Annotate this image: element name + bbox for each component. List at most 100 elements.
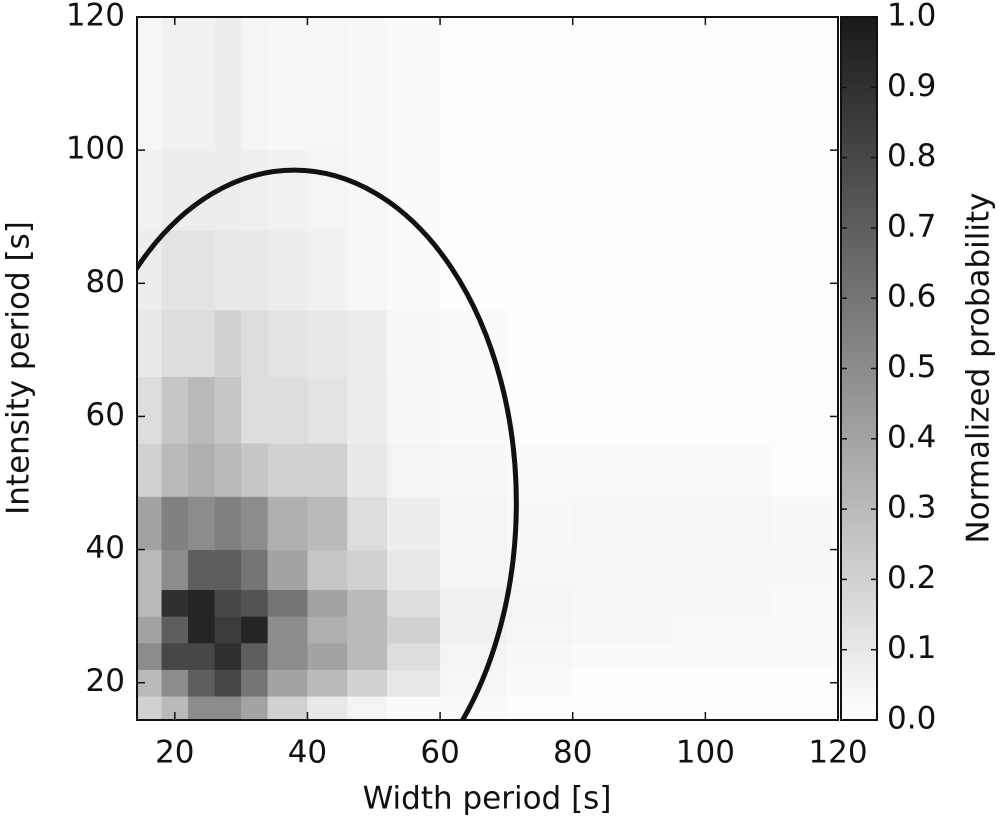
heatmap-cell xyxy=(387,549,441,591)
colorbar-tick-label: 0.4 xyxy=(887,419,936,455)
heatmap-cell xyxy=(572,669,673,697)
colorbar-tick-label: 0.7 xyxy=(887,208,936,244)
heatmap-cell xyxy=(347,230,388,311)
colorbar-tick-label: 0.0 xyxy=(887,701,936,737)
heatmap-cell xyxy=(241,589,269,617)
heatmap-cell xyxy=(440,496,507,551)
heatmap-cell xyxy=(307,443,348,497)
heatmap-cell xyxy=(161,642,189,670)
colorbar-tick-label: 1.0 xyxy=(887,0,936,34)
heatmap-cell xyxy=(572,642,673,670)
heatmap-cell xyxy=(347,17,388,151)
y-tick-label: 100 xyxy=(66,131,125,167)
heatmap-cell xyxy=(307,376,348,444)
heatmap-cell xyxy=(387,443,441,497)
heatmap-cell xyxy=(771,696,839,721)
heatmap-cell xyxy=(387,17,441,151)
heatmap-cell xyxy=(307,230,348,311)
heatmap-cell xyxy=(506,150,574,231)
heatmap-cell xyxy=(161,443,189,497)
heatmap-cell xyxy=(307,150,348,231)
heatmap-cell xyxy=(672,616,773,644)
heatmap-cell xyxy=(347,696,388,721)
heatmap-cell xyxy=(506,696,574,721)
heatmap-cell xyxy=(267,443,308,497)
heatmap-cell xyxy=(241,642,269,670)
heatmap-cell xyxy=(307,642,348,670)
heatmap-cell xyxy=(572,150,673,231)
heatmap-cell xyxy=(387,696,441,721)
heatmap-cell xyxy=(672,376,773,444)
heatmap-cell xyxy=(241,17,269,151)
heatmap-cell xyxy=(440,443,507,497)
heatmap-cell xyxy=(672,642,773,670)
heatmap-cell xyxy=(347,309,388,377)
heatmap-cell xyxy=(672,696,773,721)
heatmap-cell xyxy=(214,443,242,497)
heatmap-cell xyxy=(137,443,163,497)
heatmap-cell xyxy=(506,230,574,311)
heatmap-cell xyxy=(214,589,242,617)
colorbar-tick-label: 0.5 xyxy=(887,349,936,385)
heatmap-cell xyxy=(214,309,242,377)
heatmap-cell xyxy=(267,17,308,151)
heatmap-cell xyxy=(161,589,189,617)
colorbar-tick-label: 0.9 xyxy=(887,68,936,104)
heatmap-cell xyxy=(188,642,216,670)
heatmap-cell xyxy=(267,669,308,697)
heatmap-cell xyxy=(188,17,216,151)
heatmap-cell xyxy=(572,589,673,617)
heatmap-cell xyxy=(267,496,308,551)
heatmap-cell xyxy=(241,549,269,591)
heatmap-cell xyxy=(137,309,163,377)
heatmap-cell xyxy=(672,150,773,231)
heatmap-cell xyxy=(387,642,441,670)
heatmap-cell xyxy=(347,642,388,670)
heatmap-cell xyxy=(188,696,216,721)
heatmap-cell xyxy=(137,549,163,591)
heatmap-cell xyxy=(672,549,773,591)
heatmap-cell xyxy=(307,17,348,151)
heatmap-cell xyxy=(440,589,507,617)
heatmap-cell xyxy=(771,230,839,311)
heatmap-cell xyxy=(347,589,388,617)
heatmap-cell xyxy=(241,696,269,721)
heatmap-cell xyxy=(241,309,269,377)
heatmap-cell xyxy=(214,696,242,721)
heatmap-cell xyxy=(387,150,441,231)
heatmap-cell xyxy=(387,309,441,377)
heatmap-cell xyxy=(771,616,839,644)
heatmap-cell xyxy=(572,230,673,311)
heatmap-cell xyxy=(214,549,242,591)
x-tick-label: 40 xyxy=(288,735,327,771)
heatmap-cell xyxy=(771,589,839,617)
heatmap-cell xyxy=(440,376,507,444)
heatmap-cell xyxy=(347,443,388,497)
heatmap-cell xyxy=(161,309,189,377)
y-tick-label: 80 xyxy=(86,264,125,300)
heatmap-cell xyxy=(161,496,189,551)
colorbar-tick-label: 0.2 xyxy=(887,560,936,596)
heatmap-cell xyxy=(137,589,163,617)
heatmap-cell xyxy=(267,150,308,231)
heatmap-cell xyxy=(347,549,388,591)
heatmap-cell xyxy=(241,376,269,444)
heatmap-cell xyxy=(307,589,348,617)
x-axis-label: Width period [s] xyxy=(363,781,612,817)
heatmap-cell xyxy=(506,616,574,644)
heatmap-cell xyxy=(161,669,189,697)
heatmap-cell xyxy=(267,549,308,591)
heatmap-cell xyxy=(771,150,839,231)
heatmap-cell xyxy=(161,376,189,444)
heatmap-cell xyxy=(137,642,163,670)
heatmap-cell xyxy=(267,589,308,617)
y-tick-label: 40 xyxy=(86,530,125,566)
heatmap-cell xyxy=(267,230,308,311)
heatmap-cell xyxy=(771,496,839,551)
heatmap-cell xyxy=(161,17,189,151)
heatmap-cell xyxy=(307,669,348,697)
heatmap-cell xyxy=(188,230,216,311)
heatmap-cell xyxy=(572,616,673,644)
heatmap-cell xyxy=(572,376,673,444)
